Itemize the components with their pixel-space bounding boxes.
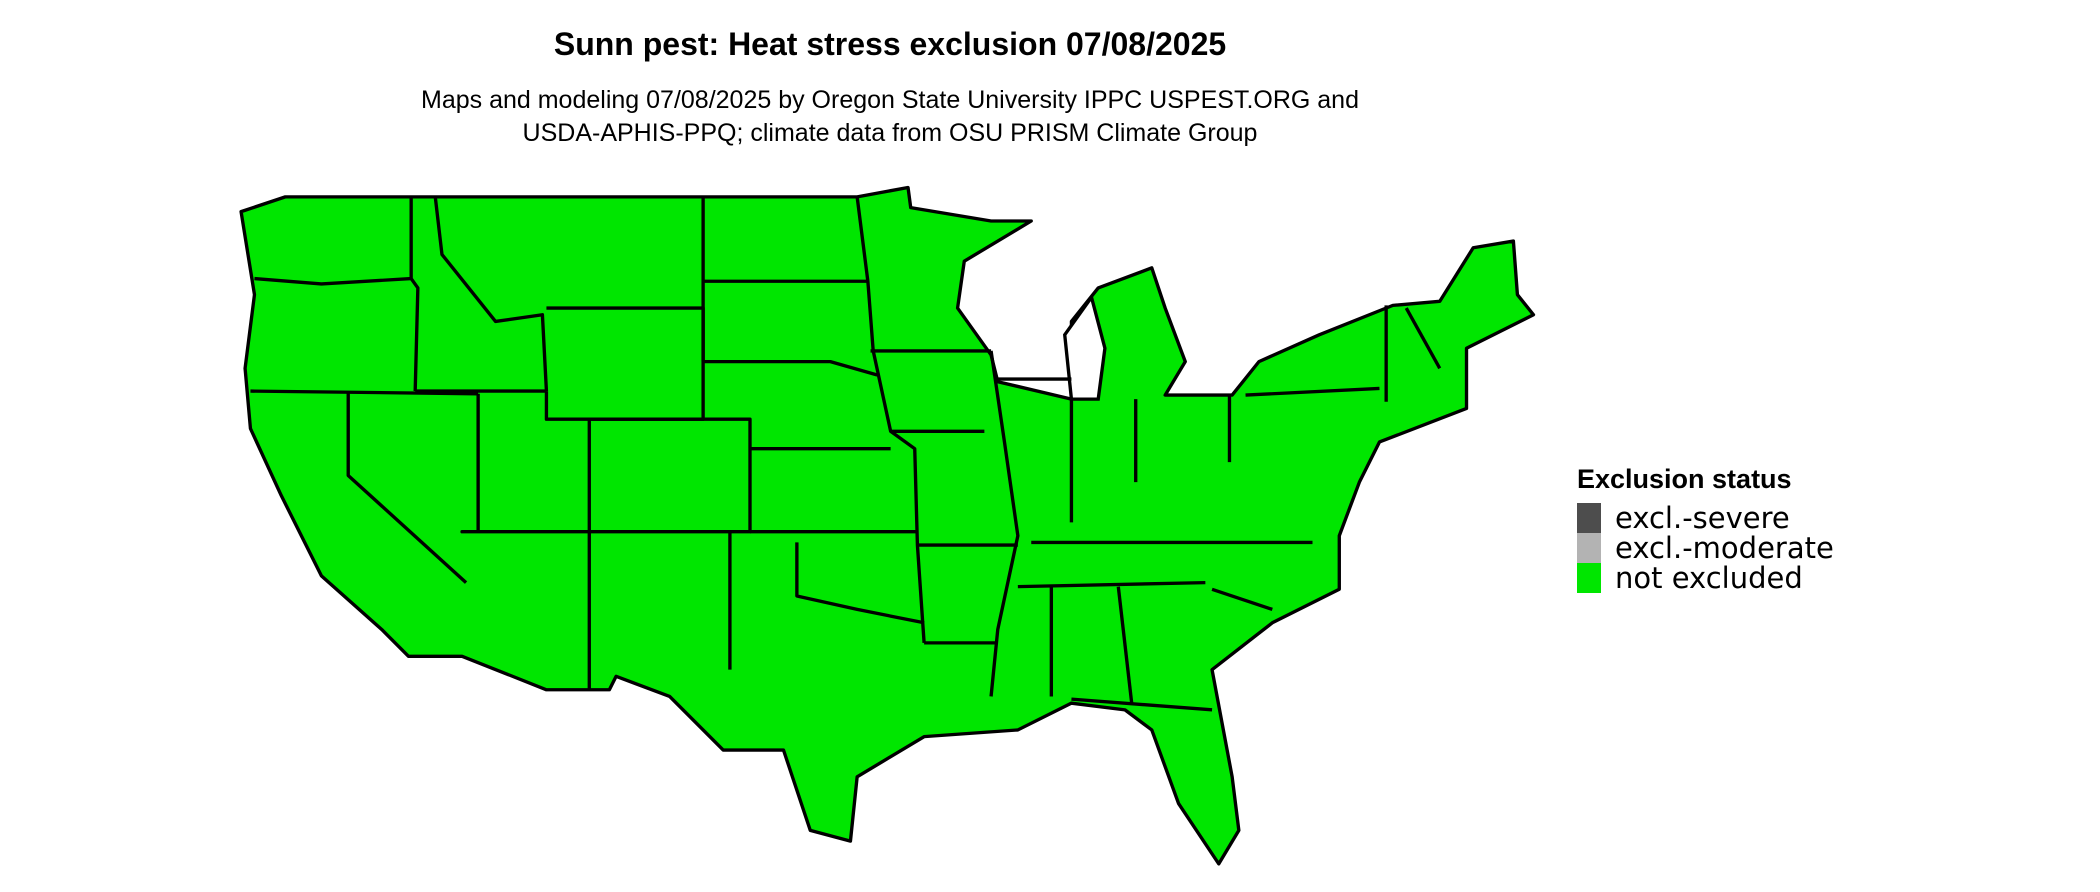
legend-item-not-excluded: not excluded	[1577, 561, 1834, 595]
lake-michigan	[1063, 293, 1107, 401]
legend-label: not excluded	[1615, 561, 1803, 595]
legend-item-severe: excl.-severe	[1577, 501, 1834, 535]
legend-label: excl.-severe	[1615, 501, 1790, 535]
legend-label: excl.-moderate	[1615, 531, 1834, 565]
us-outline	[239, 185, 1536, 866]
legend-swatch-severe	[1577, 503, 1601, 533]
map-title: Sunn pest: Heat stress exclusion 07/08/2…	[553, 26, 1227, 62]
map-subtitle: Maps and modeling 07/08/2025 by Oregon S…	[0, 84, 1780, 150]
legend: Exclusion status excl.-severe excl.-mode…	[1577, 464, 1834, 595]
legend-swatch-moderate	[1577, 533, 1601, 563]
legend-title: Exclusion status	[1577, 464, 1792, 494]
subtitle-line-2: USDA-APHIS-PPQ; climate data from OSU PR…	[522, 119, 1258, 147]
state-borders	[250, 196, 1442, 712]
subtitle-line-1: Maps and modeling 07/08/2025 by Oregon S…	[421, 86, 1359, 114]
legend-swatch-not-excluded	[1577, 563, 1601, 593]
legend-item-moderate: excl.-moderate	[1577, 531, 1834, 565]
